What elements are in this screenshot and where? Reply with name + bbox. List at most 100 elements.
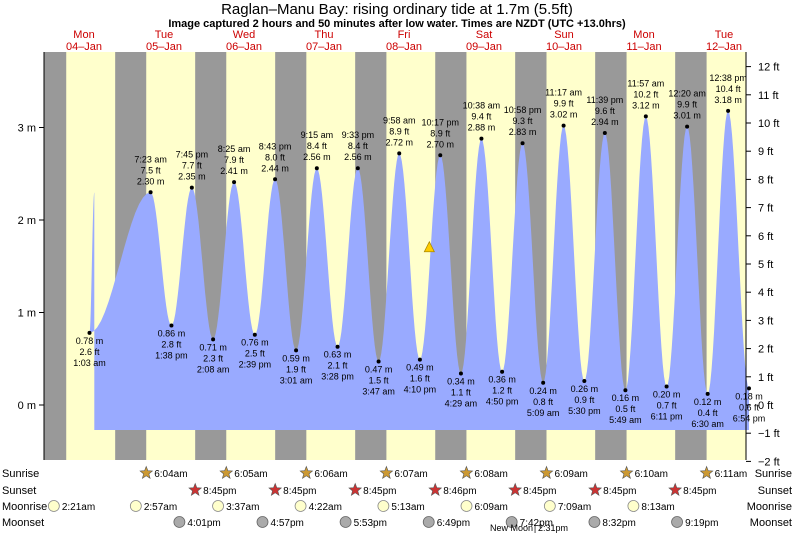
- sunset-icon: [668, 482, 683, 496]
- low-tide-time: 4:10 pm: [404, 385, 437, 395]
- moonset-icon: [588, 516, 601, 528]
- sunset-icon: [188, 482, 203, 496]
- high-tide-time: 7:23 am: [134, 154, 167, 164]
- low-tide-point: [623, 388, 628, 393]
- right-tick-label: 11 ft: [758, 90, 779, 102]
- high-tide-height-m: 2.44 m: [261, 163, 289, 173]
- sunrise-time: 6:04am: [154, 469, 187, 480]
- moonrise-icon: [212, 500, 224, 512]
- low-tide-height-m: 0.63 m: [324, 350, 352, 360]
- sunset-time: 8:45pm: [523, 486, 556, 497]
- moonrise-icon: [377, 500, 390, 512]
- low-tide-point: [541, 380, 546, 385]
- high-tide-time: 12:38 pm: [709, 73, 747, 83]
- low-tide-point: [582, 378, 587, 383]
- moonset-time: 9:19pm: [685, 518, 718, 529]
- date-label: 07–Jan: [306, 41, 342, 53]
- low-tide-point: [705, 391, 710, 396]
- high-tide-time: 9:33 pm: [342, 130, 375, 140]
- high-tide-height-m: 2.56 m: [344, 152, 372, 162]
- low-tide-point: [747, 386, 751, 391]
- low-tide-height-m: 0.86 m: [158, 328, 186, 338]
- moonrise-icon: [543, 500, 556, 512]
- high-tide-height-ft: 9.4 ft: [471, 112, 492, 122]
- date-label: 09–Jan: [466, 41, 502, 53]
- sunset-icon: [588, 482, 603, 496]
- moonset-icon: [256, 516, 269, 528]
- high-tide-time: 10:38 am: [463, 101, 501, 111]
- astro-rows: Sunrise Sunrise Sunset Sunset Moonrise Moonri…: [2, 465, 792, 529]
- high-tide-point: [685, 124, 690, 129]
- low-tide-height-m: 0.16 m: [612, 393, 640, 403]
- high-tide-time: 11:39 pm: [586, 95, 623, 105]
- sunrise-time: 6:10am: [635, 469, 668, 480]
- low-tide-point: [169, 323, 174, 328]
- right-tick-label: 1 ft: [758, 372, 773, 384]
- chart-subtitle: Image captured 2 hours and 50 minutes af…: [168, 18, 626, 30]
- low-tide-height-ft: 2.3 ft: [203, 353, 224, 363]
- right-tick-label: 7 ft: [758, 203, 773, 215]
- right-tick-label: 12 ft: [758, 62, 779, 74]
- low-tide-point: [500, 369, 505, 374]
- low-tide-time: 5:49 am: [609, 415, 642, 425]
- high-tide-point: [232, 180, 237, 185]
- high-tide-height-m: 2.88 m: [468, 123, 496, 133]
- high-tide-height-m: 2.56 m: [303, 152, 331, 162]
- current-tide-marker: [423, 240, 435, 253]
- day-of-week-label: Mon: [633, 29, 654, 41]
- sunrise-icon: [459, 465, 474, 479]
- low-tide-height-ft: 1.9 ft: [286, 364, 307, 374]
- new-moon-time: 2:31pm: [538, 523, 568, 533]
- low-tide-height-ft: 0.9 ft: [574, 395, 595, 405]
- tide-area: [89, 110, 749, 431]
- day-of-week-label: Mon: [73, 29, 94, 41]
- low-tide-height-ft: 0.5 ft: [615, 404, 636, 414]
- low-tide-time: 3:28 pm: [321, 372, 354, 382]
- high-tide-height-m: 2.30 m: [137, 176, 165, 186]
- sunrise-icon: [379, 465, 394, 479]
- right-tick-label: 0 ft: [758, 400, 773, 412]
- moonrise-time: 5:13am: [391, 502, 424, 513]
- high-tide-height-ft: 9.9 ft: [677, 100, 698, 110]
- high-tide-point: [479, 136, 484, 141]
- low-tide-height-ft: 1.2 ft: [492, 386, 513, 396]
- low-tide-height-m: 0.78 m: [76, 336, 104, 346]
- low-tide-height-m: 0.47 m: [365, 365, 393, 375]
- low-tide-time: 5:09 am: [527, 408, 560, 418]
- date-label: 05–Jan: [146, 41, 182, 53]
- day-of-week-label: Thu: [315, 29, 334, 41]
- high-tide-time: 8:25 am: [218, 144, 251, 154]
- moonrise-icon: [294, 500, 307, 512]
- moonrise-time: 2:57am: [144, 502, 177, 513]
- moonrise-time: 2:21am: [62, 502, 95, 513]
- low-tide-time: 5:30 pm: [568, 406, 601, 416]
- moonrise-icon: [460, 500, 473, 512]
- low-tide-height-ft: 2.5 ft: [245, 349, 266, 359]
- low-tide-height-m: 0.59 m: [282, 353, 310, 363]
- high-tide-height-m: 2.72 m: [385, 137, 413, 147]
- high-tide-height-ft: 7.5 ft: [141, 165, 162, 175]
- sunrise-icon: [539, 465, 554, 479]
- left-tick-label: 1 m: [18, 308, 36, 320]
- high-tide-height-ft: 8.9 ft: [389, 126, 410, 136]
- low-tide-height-m: 0.20 m: [653, 390, 681, 400]
- high-tide-height-m: 3.02 m: [550, 110, 578, 120]
- high-tide-point: [148, 190, 153, 195]
- sunset-icon: [428, 482, 443, 496]
- low-tide-time: 1:38 pm: [155, 350, 188, 360]
- low-tide-time: 6:11 pm: [651, 412, 683, 422]
- low-tide-time: 3:47 am: [362, 387, 395, 397]
- date-label: 11–Jan: [626, 41, 661, 53]
- moonset-icon: [671, 516, 683, 528]
- high-tide-height-m: 2.70 m: [427, 139, 455, 149]
- high-tide-height-ft: 8.0 ft: [265, 152, 286, 162]
- high-tide-time: 9:15 am: [301, 130, 334, 140]
- tide-labels: 0.78 m2.6 ft1:03 am 7:23 am7.5 ft2.30 m 0.…: [73, 73, 765, 429]
- right-tick-label: 3 ft: [758, 315, 773, 327]
- high-tide-height-m: 3.12 m: [632, 100, 660, 110]
- date-label: 10–Jan: [546, 41, 582, 53]
- low-tide-height-m: 0.49 m: [406, 363, 434, 373]
- right-tick-label: 2 ft: [758, 344, 773, 356]
- astro-row-label-right: Sunset: [758, 485, 792, 497]
- moonrise-time: 7:09am: [558, 502, 591, 513]
